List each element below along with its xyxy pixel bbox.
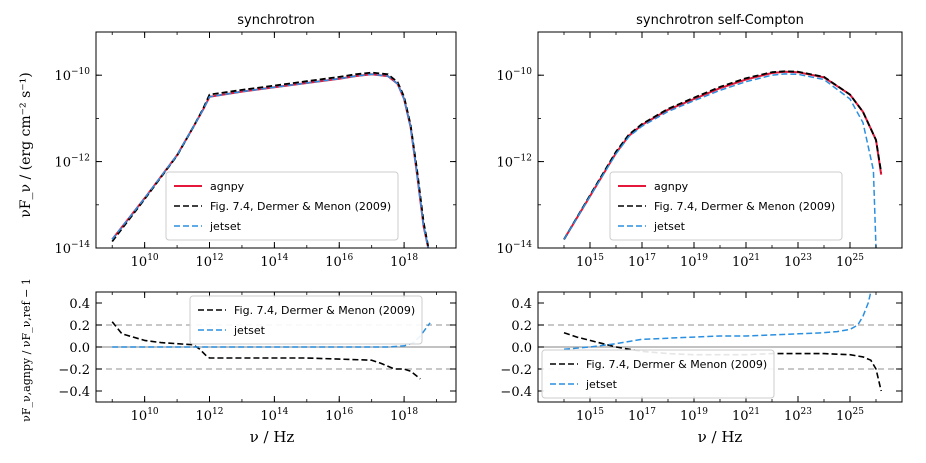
ylabel-top: νF_ν / (erg cm⁻² s⁻¹)	[18, 72, 34, 217]
synchrotron-residual-legend: Fig. 7.4, Dermer & Menon (2009) jetset	[189, 295, 423, 345]
ssc-residual-xtick-label: 1021	[732, 407, 760, 424]
ssc-residual-ytick-label: 0.0	[511, 341, 532, 356]
synchrotron-residual-ytick-label: 0.4	[69, 297, 90, 312]
synchrotron-sed-series-jetset	[111, 73, 430, 248]
ssc-sed-ytick-label: 10−14	[496, 240, 532, 257]
synchrotron-residual-legend-label-1: jetset	[233, 324, 266, 337]
synchrotron-sed-xtick-label: 1018	[390, 253, 418, 270]
xlabel-right: ν / Hz	[698, 428, 743, 446]
xlabel-left: ν / Hz	[250, 428, 295, 446]
ssc-sed-legend-label-1: Fig. 7.4, Dermer & Menon (2009)	[654, 200, 835, 213]
synchrotron-residual-xtick-label: 1012	[196, 407, 224, 424]
ssc-sed-ytick-label: 10−12	[496, 154, 532, 171]
synchrotron-residual-xtick-label: 1010	[131, 407, 159, 424]
ssc-residual-series-jetset	[563, 292, 872, 350]
synchrotron-residual-ytick-label: 0.2	[69, 319, 90, 334]
synchrotron-sed-ytick-label: 10−14	[54, 240, 90, 257]
ssc-sed-series-jetset	[563, 73, 877, 248]
synchrotron-sed-legend-label-2: jetset	[209, 220, 242, 233]
synchrotron-residual-ytick-label: −0.2	[58, 363, 90, 378]
ssc-sed-xtick-label: 1017	[628, 253, 656, 270]
synchrotron-sed-legend-box	[165, 171, 399, 241]
synchrotron-residual-panel: 1010 1012 1014 1016 1018 −0.4 −0.2 0.0 0.2 0.4 Fig…	[58, 291, 457, 424]
synchrotron-sed-series-group	[111, 71, 430, 248]
synchrotron-sed-xtick-label: 1010	[131, 253, 159, 270]
ssc-sed-legend-label-0: agnpy	[654, 180, 689, 193]
ssc-sed-legend: agnpy Fig. 7.4, Dermer & Menon (2009) jets…	[609, 171, 843, 241]
synchrotron-sed-legend-label-0: agnpy	[210, 180, 245, 193]
ssc-residual-xtick-label: 1015	[576, 407, 604, 424]
ssc-sed-legend-box	[609, 171, 843, 241]
ssc-residual-xtick-label: 1019	[680, 407, 708, 424]
synchrotron-sed-ytick-label: 10−10	[54, 67, 90, 84]
synchrotron-sed-title: synchrotron	[237, 13, 314, 28]
ssc-residual-xtick-label: 1025	[836, 407, 864, 424]
ssc-residual-xtick-label: 1023	[784, 407, 812, 424]
ssc-sed-xtick-label: 1025	[836, 253, 864, 270]
synchrotron-residual-ytick-label: 0.0	[69, 341, 90, 356]
ssc-sed-panel: synchrotron self-Compton 1015 1017 1019 1021…	[496, 13, 903, 270]
synchrotron-residual-xtick-label: 1014	[260, 407, 288, 424]
ssc-residual-legend: Fig. 7.4, Dermer & Menon (2009) jetset	[541, 349, 775, 399]
ssc-residual-ytick-label: −0.2	[500, 363, 532, 378]
ylabel-top-text: νF_ν / (erg cm⁻² s⁻¹)	[18, 72, 34, 217]
synchrotron-sed-xtick-label: 1014	[260, 253, 288, 270]
synchrotron-sed-panel: synchrotron 1010 1012 1014 1016 1018 10−14 10−1…	[54, 13, 457, 270]
synchrotron-residual-legend-box	[189, 295, 423, 345]
ssc-residual-xtick-label: 1017	[628, 407, 656, 424]
synchrotron-sed-xtick-label: 1016	[325, 253, 353, 270]
synchrotron-sed-legend-label-1: Fig. 7.4, Dermer & Menon (2009)	[210, 200, 391, 213]
ssc-sed-title: synchrotron self-Compton	[636, 13, 804, 28]
ssc-sed-legend-label-2: jetset	[653, 220, 686, 233]
synchrotron-residual-legend-label-0: Fig. 7.4, Dermer & Menon (2009)	[234, 304, 415, 317]
ssc-sed-xtick-label: 1019	[680, 253, 708, 270]
ssc-residual-legend-label-1: jetset	[585, 378, 618, 391]
ssc-sed-ytick-label: 10−10	[496, 67, 532, 84]
synchrotron-residual-ytick-label: −0.4	[58, 385, 90, 400]
ssc-residual-ytick-label: −0.4	[500, 385, 532, 400]
synchrotron-sed-axes-frame	[95, 31, 457, 249]
ssc-sed-series-fig-7-4-dermer-menon-2009	[563, 70, 883, 240]
ssc-sed-xtick-label: 1021	[732, 253, 760, 270]
synchrotron-sed-legend: agnpy Fig. 7.4, Dermer & Menon (2009) jets…	[165, 171, 399, 241]
ylabel-bottom-text: νF_ν,agnpy / νF_ν,ref − 1	[20, 278, 33, 422]
ssc-residual-legend-box	[541, 349, 775, 399]
ssc-residual-legend-label-0: Fig. 7.4, Dermer & Menon (2009)	[586, 358, 767, 371]
ssc-sed-series-group	[563, 70, 883, 248]
synchrotron-sed-ytick-label: 10−12	[54, 154, 90, 171]
ssc-residual-ytick-label: 0.4	[511, 297, 532, 312]
ssc-residual-panel: 1015 1017 1019 1021 1023 1025 −0.4 −0.2 0.0 0.2 0.…	[500, 291, 903, 424]
synchrotron-sed-xtick-label: 1012	[196, 253, 224, 270]
ssc-sed-xtick-label: 1015	[576, 253, 604, 270]
ssc-residual-ytick-label: 0.2	[511, 319, 532, 334]
synchrotron-residual-series-fig-7-4-dermer-menon-2009	[111, 321, 421, 380]
ylabel-bottom: νF_ν,agnpy / νF_ν,ref − 1	[20, 278, 33, 422]
ssc-sed-xtick-label: 1023	[784, 253, 812, 270]
synchrotron-residual-xtick-label: 1016	[325, 407, 353, 424]
synchrotron-residual-xtick-label: 1018	[390, 407, 418, 424]
